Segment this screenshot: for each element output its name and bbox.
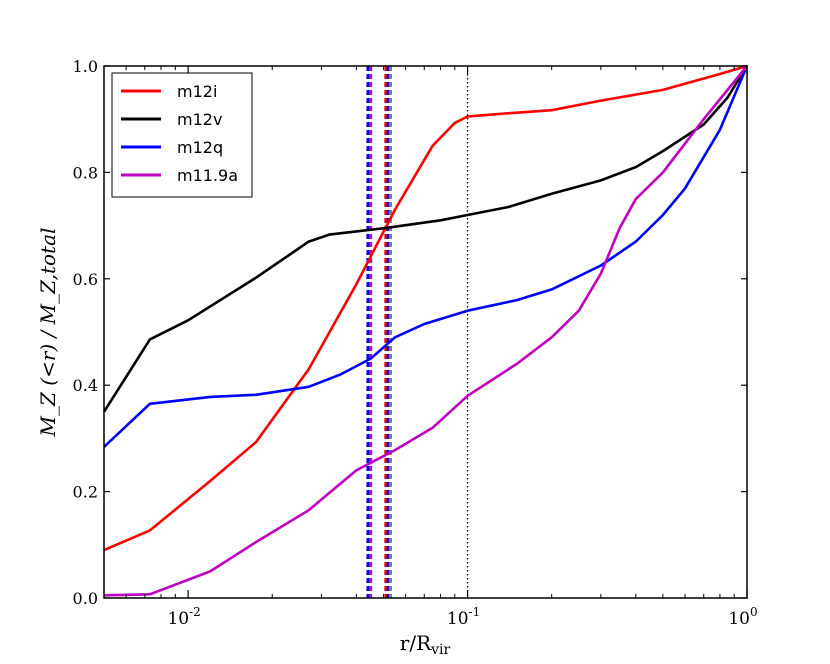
legend-label-m11-9a: m11.9a: [177, 166, 238, 185]
y-tick-label: 0.2: [73, 483, 98, 502]
y-tick-label: 0.0: [73, 589, 98, 608]
y-tick-label: 1.0: [73, 57, 98, 76]
legend-label-m12v: m12v: [177, 110, 222, 129]
y-tick-label: 0.4: [73, 376, 98, 395]
series-line-m11-9a: [103, 65, 749, 597]
legend-label-m12i: m12i: [177, 82, 217, 101]
reference-lines: [366, 66, 469, 598]
x-tick-label: 100: [728, 605, 757, 629]
series-line-m12q: [103, 65, 749, 448]
x-tick-label: 10-1: [447, 605, 480, 629]
x-axis-label: r/Rvir: [400, 631, 451, 658]
legend-label-m12q: m12q: [177, 138, 223, 157]
axes-frame: [103, 65, 748, 599]
series-lines: [102, 64, 749, 597]
axis-ticks: 0.0 0.2 0.4 0.6 0.8 1.0 10-2 10-1 100: [73, 57, 758, 629]
y-tick-label: 0.6: [73, 270, 98, 289]
y-tick-label: 0.8: [73, 163, 98, 182]
x-tick-label: 10-2: [167, 605, 200, 629]
legend: m12i m12v m12q m11.9a: [111, 72, 253, 198]
series-line-m12v: [102, 65, 749, 413]
series-line-m12i: [103, 64, 748, 552]
y-axis-label: M_Z (<r) / M_Z,total: [36, 228, 60, 438]
